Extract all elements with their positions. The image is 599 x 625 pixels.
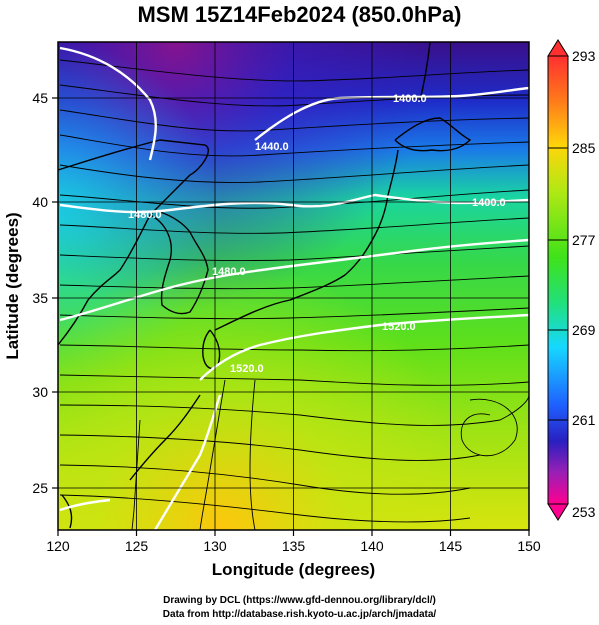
streamline	[59, 134, 529, 157]
contour-line	[59, 46, 157, 161]
x-tick-label: 135	[282, 538, 306, 554]
x-tick-label: 120	[46, 538, 70, 554]
colorbar-label: 261	[572, 412, 596, 428]
contour-label: 1480.0	[128, 209, 162, 221]
streamline	[59, 464, 471, 495]
contour-line	[254, 86, 529, 141]
height-contours	[59, 46, 529, 530]
colorbar-label: 293	[572, 48, 596, 64]
y-tick-label: 40	[32, 194, 48, 210]
x-axis-label: Longitude (degrees)	[212, 560, 375, 579]
streamline	[59, 307, 529, 320]
x-tick-label: 130	[203, 538, 227, 554]
colorbar: 293 285 277 269 261 253	[547, 39, 596, 521]
colorbar-bottom-arrow	[547, 503, 569, 521]
streamline	[59, 394, 529, 426]
contour-line	[59, 193, 529, 214]
contour-label: 1400.0	[472, 197, 506, 209]
streamline	[59, 245, 529, 261]
contour-line	[59, 238, 529, 322]
streamline	[59, 434, 481, 461]
colorbar-label: 269	[572, 322, 596, 338]
map-grid	[58, 42, 529, 530]
y-axis-label: Latitude (degrees)	[3, 212, 22, 359]
axis-ticks	[52, 97, 530, 536]
colorbar-scale	[547, 55, 569, 505]
streamline	[460, 398, 518, 457]
streamline	[59, 217, 529, 234]
honshu	[214, 149, 399, 331]
x-tick-label: 150	[517, 538, 541, 554]
sakhalin	[419, 42, 431, 101]
credit-data-source: Data from http://database.rish.kyoto-u.a…	[162, 609, 437, 620]
contour-label: 1400.0	[393, 93, 427, 105]
streamline	[59, 494, 471, 523]
streamline	[59, 109, 529, 132]
colorbar-label: 277	[572, 232, 596, 248]
y-tick-label: 35	[32, 290, 48, 306]
streamline	[249, 379, 256, 530]
contour-label: 1520.0	[382, 321, 416, 333]
streamline	[59, 275, 529, 290]
kyushu	[202, 329, 221, 370]
streamline	[59, 344, 529, 352]
colorbar-label: 253	[572, 504, 596, 520]
map-title: MSM 15Z14Feb2024 (850.0hPa)	[137, 2, 462, 27]
streamline	[199, 379, 226, 530]
contour-label: 1480.0	[212, 266, 246, 278]
x-tick-label: 140	[360, 538, 384, 554]
contour-label: 1520.0	[230, 363, 264, 375]
x-tick-label: 145	[439, 538, 463, 554]
hokkaido	[394, 117, 472, 152]
contour-line	[199, 313, 529, 381]
streamline	[59, 59, 529, 82]
y-tick-label: 45	[32, 90, 48, 106]
streamline	[59, 374, 529, 386]
taiwan	[61, 494, 73, 529]
credit-drawing: Drawing by DCL (https://www.gfd-dennou.o…	[163, 595, 436, 606]
colorbar-top-arrow	[547, 39, 569, 57]
contour-label: 1440.0	[255, 141, 289, 153]
y-tick-label: 30	[32, 384, 48, 400]
contour-line	[59, 498, 111, 512]
x-tick-label: 125	[125, 538, 149, 554]
colorbar-label: 285	[572, 140, 596, 156]
streamline	[59, 164, 529, 183]
y-tick-label: 25	[32, 480, 48, 496]
